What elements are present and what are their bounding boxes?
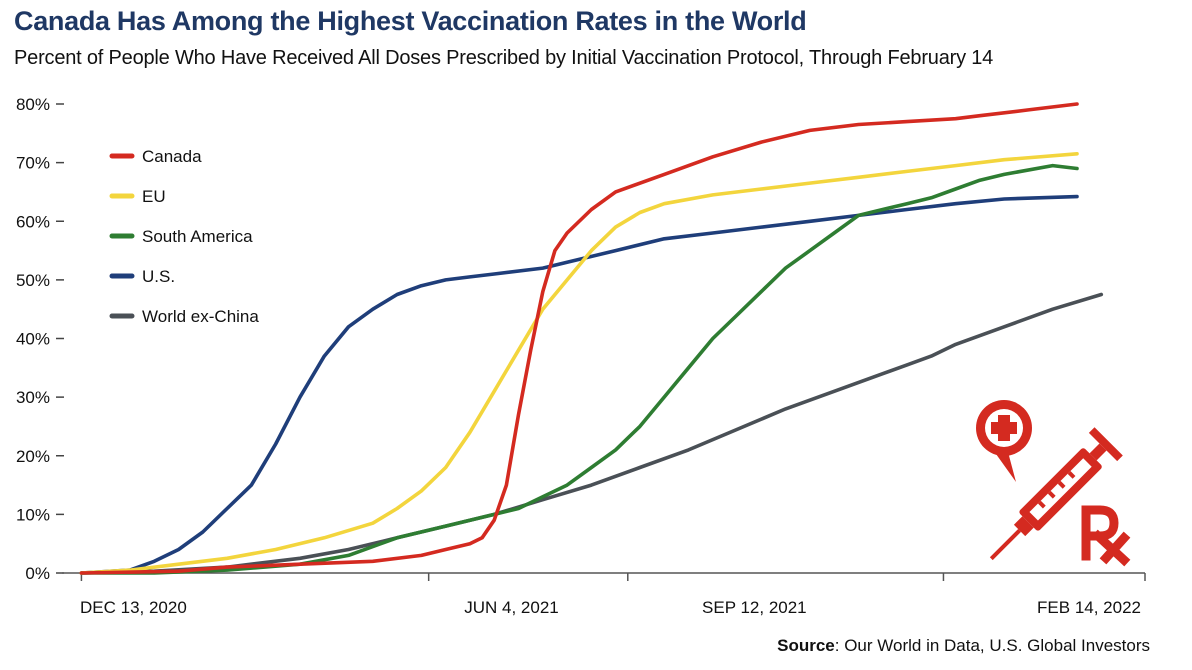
- medical-syringe-icon: [976, 400, 1131, 567]
- legend-label: World ex-China: [142, 307, 259, 326]
- legend-label: South America: [142, 227, 253, 246]
- legend: Canada EU South America U.S. World ex-China: [109, 147, 259, 326]
- series-line-south-america: [79, 163, 1079, 575]
- y-tick-label: 60%: [16, 212, 50, 231]
- legend-label: EU: [142, 187, 166, 206]
- series-line-canada: [79, 102, 1079, 575]
- y-axis-labels: 0% 10% 20% 30% 40% 50% 60% 70% 80%: [16, 95, 64, 583]
- series-lines: [79, 102, 1104, 575]
- x-tick-label: DEC 13, 2020: [80, 598, 187, 617]
- series-line-world-ex-china: [79, 292, 1104, 575]
- rx-icon: [1081, 505, 1131, 567]
- source-label: Source: [777, 636, 835, 655]
- y-tick-label: 70%: [16, 154, 50, 173]
- x-tick-label: SEP 12, 2021: [702, 598, 807, 617]
- series-line-u-s-: [79, 194, 1079, 575]
- x-axis: [62, 572, 1146, 581]
- legend-label: U.S.: [142, 267, 175, 286]
- source-note: Source: Our World in Data, U.S. Global I…: [777, 636, 1150, 656]
- x-axis-labels: DEC 13, 2020 JUN 4, 2021 SEP 12, 2021 FEB 1…: [80, 598, 1141, 617]
- syringe-icon: [989, 427, 1123, 561]
- legend-label: Canada: [142, 147, 202, 166]
- source-text: : Our World in Data, U.S. Global Investo…: [834, 636, 1150, 655]
- x-tick-label: FEB 14, 2022: [1037, 598, 1141, 617]
- medical-cross-bubble-icon: [976, 400, 1032, 482]
- chart-subtitle: Percent of People Who Have Received All …: [14, 47, 994, 69]
- y-tick-label: 30%: [16, 388, 50, 407]
- y-tick-label: 0%: [25, 564, 50, 583]
- y-tick-label: 10%: [16, 505, 50, 524]
- y-tick-label: 20%: [16, 447, 50, 466]
- y-tick-label: 80%: [16, 95, 50, 114]
- y-tick-label: 40%: [16, 330, 50, 349]
- x-tick-label: JUN 4, 2021: [464, 598, 559, 617]
- chart-title: Canada Has Among the Highest Vaccination…: [14, 6, 807, 36]
- series-line-eu: [79, 152, 1079, 575]
- y-tick-label: 50%: [16, 271, 50, 290]
